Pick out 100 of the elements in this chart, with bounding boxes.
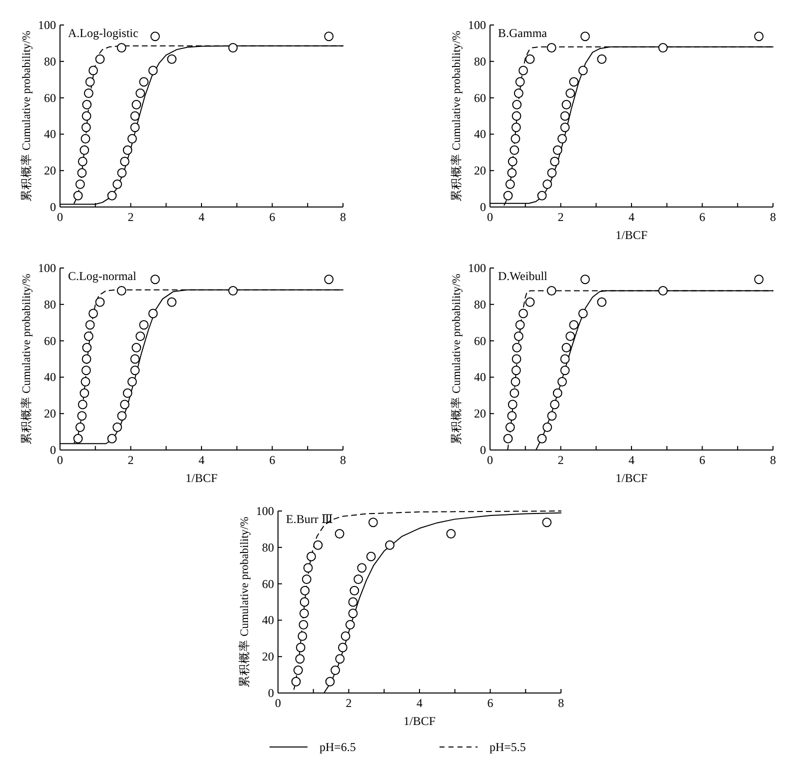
point	[515, 320, 525, 330]
x-tick-label: 6	[699, 210, 706, 224]
point	[84, 88, 94, 98]
y-tick-label: 80	[474, 297, 486, 312]
y-tick-label: 40	[44, 127, 56, 142]
point	[77, 411, 87, 421]
x-tick-label: 6	[269, 453, 276, 467]
point	[130, 111, 140, 121]
point	[130, 366, 140, 376]
point	[75, 422, 85, 432]
point	[122, 145, 132, 155]
point	[150, 32, 160, 42]
x-tick-label: 2	[128, 210, 134, 224]
point	[302, 574, 312, 584]
point	[580, 274, 590, 284]
point	[300, 597, 310, 607]
point	[75, 180, 85, 189]
point	[340, 631, 350, 641]
point	[85, 77, 95, 87]
y-tick-label: 60	[474, 334, 486, 348]
point	[122, 388, 132, 398]
point	[167, 54, 176, 64]
y-tick-label: 0	[480, 200, 486, 214]
point	[357, 563, 367, 573]
point	[120, 156, 130, 166]
y-tick-label: 100	[38, 18, 56, 32]
y-tick-label: 0	[480, 443, 486, 457]
y-tick-label: 60	[44, 90, 56, 105]
point	[298, 631, 308, 641]
point	[510, 388, 520, 398]
point	[512, 100, 522, 110]
point	[569, 77, 579, 87]
point	[537, 190, 547, 200]
point	[116, 43, 126, 52]
x-tick-label: 2	[128, 453, 134, 467]
y-tick-label: 100	[38, 261, 56, 275]
x-axis-title: 1/BCF	[615, 471, 648, 485]
point	[150, 274, 160, 284]
y-tick-label: 20	[44, 406, 56, 421]
point	[542, 422, 552, 432]
point	[552, 145, 562, 155]
point	[82, 100, 92, 110]
point	[325, 676, 335, 686]
point	[510, 145, 520, 155]
point	[537, 434, 547, 444]
point	[112, 180, 122, 189]
point	[95, 54, 105, 64]
point	[80, 388, 90, 398]
point	[81, 122, 91, 132]
point	[167, 297, 176, 307]
point	[136, 332, 145, 341]
point	[298, 620, 308, 630]
point	[120, 400, 130, 410]
point	[505, 180, 515, 189]
x-axis-title: 1/BCF	[185, 471, 218, 485]
chart-title: B.Gamma	[498, 26, 548, 40]
point	[507, 411, 517, 421]
point	[658, 286, 668, 296]
point	[73, 434, 83, 444]
point	[560, 111, 570, 121]
point	[754, 274, 764, 284]
point	[385, 540, 394, 550]
point	[306, 552, 316, 562]
x-tick-label: 8	[340, 453, 346, 467]
point	[80, 134, 90, 144]
y-tick-label: 20	[474, 406, 486, 421]
y-tick-label: 0	[268, 686, 274, 700]
x-tick-label: 8	[770, 453, 776, 467]
y-tick-label: 80	[44, 54, 56, 68]
point	[560, 366, 570, 376]
y-tick-label: 0	[50, 443, 56, 457]
point	[754, 32, 764, 42]
point	[303, 563, 313, 573]
point	[85, 320, 95, 330]
point	[566, 332, 575, 341]
chart-title: A.Log-logistic	[68, 26, 138, 40]
point	[508, 156, 518, 166]
x-tick-label: 2	[558, 453, 564, 467]
point	[117, 411, 127, 421]
point	[117, 168, 127, 178]
x-tick-label: 2	[346, 696, 352, 710]
point	[112, 422, 122, 432]
point	[503, 434, 513, 444]
y-tick-label: 0	[50, 200, 56, 214]
point	[560, 122, 570, 132]
point	[81, 366, 91, 376]
point	[578, 308, 588, 318]
point	[566, 88, 575, 98]
point	[148, 66, 158, 76]
point	[324, 274, 334, 284]
point	[518, 308, 528, 318]
y-axis-title: 累积概率 Cumulative probability/%	[19, 273, 33, 444]
point	[512, 354, 522, 364]
point	[518, 66, 528, 76]
point	[512, 342, 522, 352]
point	[136, 88, 145, 98]
y-tick-label: 20	[262, 650, 274, 664]
point	[80, 377, 90, 386]
y-axis-title: 累积概率 Cumulative probability/%	[237, 516, 251, 688]
x-axis-title: 1/BCF	[403, 714, 436, 728]
